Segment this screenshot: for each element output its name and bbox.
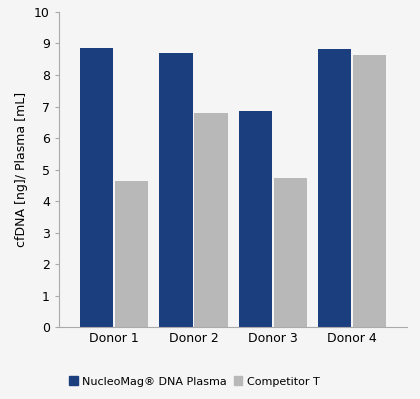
Bar <box>239 111 272 327</box>
Bar <box>318 49 351 327</box>
Bar <box>194 113 228 327</box>
Legend: NucleoMag® DNA Plasma, Competitor T: NucleoMag® DNA Plasma, Competitor T <box>64 372 324 391</box>
Y-axis label: cfDNA [ng]/ Plasma [mL]: cfDNA [ng]/ Plasma [mL] <box>16 92 28 247</box>
Bar <box>160 53 193 327</box>
Bar <box>115 181 148 327</box>
Bar <box>80 48 113 327</box>
Bar <box>273 178 307 327</box>
Bar <box>353 55 386 327</box>
